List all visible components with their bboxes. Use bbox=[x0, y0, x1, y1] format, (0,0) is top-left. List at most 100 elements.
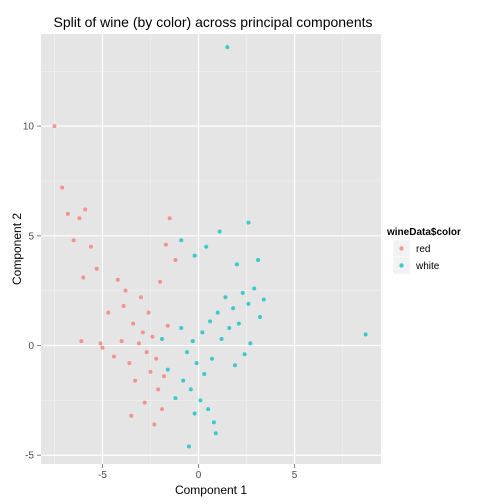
legend-title: wineData$color bbox=[386, 227, 461, 238]
legend-label: red bbox=[416, 244, 430, 255]
axis-ticks: -5 0 5 -5 0 5 10 bbox=[23, 122, 298, 481]
data-point bbox=[225, 45, 230, 50]
y-tick-label: 5 bbox=[28, 231, 34, 242]
x-tick-label: -5 bbox=[98, 470, 107, 481]
data-point bbox=[136, 341, 141, 346]
data-point bbox=[144, 350, 149, 355]
data-point bbox=[200, 330, 205, 335]
data-point bbox=[79, 339, 84, 344]
data-point bbox=[198, 398, 203, 403]
data-point bbox=[142, 400, 147, 405]
data-point bbox=[181, 378, 186, 383]
data-point bbox=[98, 341, 103, 346]
data-point bbox=[233, 363, 238, 368]
data-point bbox=[223, 295, 228, 300]
data-point bbox=[100, 345, 105, 350]
data-point bbox=[248, 341, 253, 346]
data-point bbox=[206, 407, 211, 412]
data-point bbox=[173, 396, 178, 401]
data-point bbox=[209, 356, 214, 361]
data-point bbox=[152, 422, 157, 427]
data-point bbox=[106, 310, 111, 315]
data-point bbox=[213, 431, 218, 436]
data-point bbox=[150, 334, 155, 339]
data-point bbox=[186, 444, 191, 449]
data-point bbox=[227, 325, 232, 330]
data-point bbox=[81, 275, 86, 280]
legend-marker bbox=[399, 263, 404, 268]
data-point bbox=[160, 407, 165, 412]
data-point bbox=[163, 242, 168, 247]
data-point bbox=[161, 374, 166, 379]
legend-item-white: white bbox=[392, 256, 440, 275]
data-point bbox=[148, 369, 153, 374]
legend: wineData$color red white bbox=[386, 227, 461, 275]
data-point bbox=[242, 352, 247, 357]
y-tick-label: 10 bbox=[23, 122, 35, 133]
data-point bbox=[256, 257, 261, 262]
data-point bbox=[129, 413, 134, 418]
plot-panel bbox=[41, 34, 381, 464]
data-point bbox=[165, 323, 170, 328]
data-point bbox=[77, 216, 82, 221]
data-point bbox=[52, 124, 57, 129]
data-point bbox=[173, 257, 178, 262]
data-point bbox=[127, 361, 132, 366]
data-point bbox=[65, 211, 70, 216]
data-point bbox=[71, 238, 76, 243]
data-point bbox=[240, 290, 245, 295]
y-tick-label: -5 bbox=[25, 451, 34, 462]
data-point bbox=[154, 356, 159, 361]
y-axis-title: Component 2 bbox=[10, 213, 24, 285]
data-point bbox=[246, 301, 251, 306]
data-point bbox=[219, 336, 224, 341]
data-point bbox=[60, 185, 65, 190]
data-point bbox=[261, 297, 266, 302]
data-point bbox=[146, 310, 151, 315]
data-point bbox=[192, 253, 197, 258]
data-point bbox=[119, 339, 124, 344]
data-point bbox=[156, 387, 161, 392]
data-point bbox=[179, 238, 184, 243]
data-point bbox=[165, 367, 170, 372]
legend-item-red: red bbox=[392, 239, 430, 258]
x-tick-label: 5 bbox=[292, 470, 298, 481]
data-point bbox=[202, 372, 207, 377]
data-point bbox=[140, 330, 145, 335]
data-point bbox=[138, 295, 143, 300]
data-point bbox=[121, 304, 126, 309]
data-point bbox=[160, 336, 165, 341]
data-point bbox=[257, 315, 262, 320]
data-point bbox=[133, 378, 138, 383]
data-point bbox=[123, 288, 128, 293]
data-point bbox=[167, 216, 172, 221]
data-point bbox=[194, 361, 199, 366]
data-point bbox=[83, 207, 88, 212]
data-point bbox=[211, 420, 216, 425]
data-point bbox=[208, 319, 213, 324]
data-points bbox=[52, 45, 368, 449]
data-point bbox=[111, 354, 116, 359]
x-tick-label: 0 bbox=[196, 470, 202, 481]
series-white bbox=[160, 45, 368, 449]
data-point bbox=[236, 321, 241, 326]
data-point bbox=[215, 310, 220, 315]
grid-lines bbox=[41, 34, 381, 464]
data-point bbox=[231, 306, 236, 311]
legend-label: white bbox=[415, 261, 440, 272]
data-point bbox=[158, 279, 163, 284]
y-tick-label: 0 bbox=[28, 341, 34, 352]
data-point bbox=[246, 220, 251, 225]
data-point bbox=[188, 387, 193, 392]
data-point bbox=[88, 244, 93, 249]
data-point bbox=[94, 266, 99, 271]
data-point bbox=[115, 277, 120, 282]
data-point bbox=[190, 339, 195, 344]
data-point bbox=[179, 325, 184, 330]
data-point bbox=[217, 229, 222, 234]
data-point bbox=[184, 350, 189, 355]
x-axis-title: Component 1 bbox=[175, 483, 247, 497]
data-point bbox=[192, 411, 197, 416]
legend-marker bbox=[399, 246, 404, 251]
